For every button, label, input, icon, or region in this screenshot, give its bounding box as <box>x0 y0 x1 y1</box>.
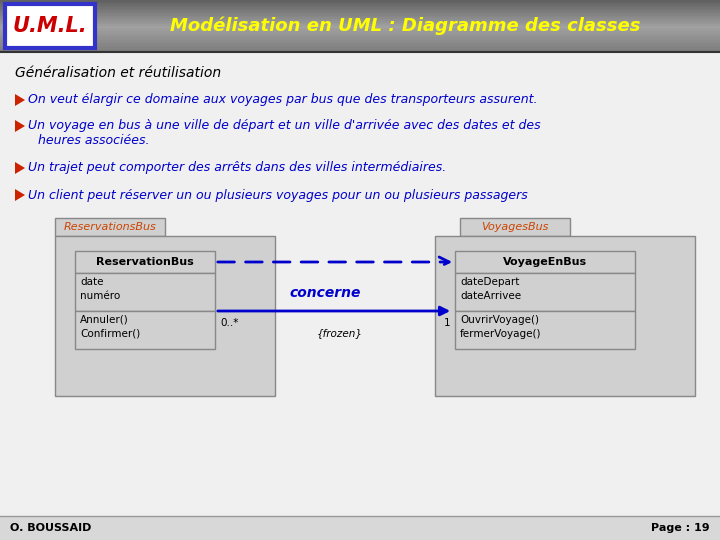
Bar <box>0 9 720 11</box>
Bar <box>0 36 720 39</box>
Text: U.M.L.: U.M.L. <box>13 16 87 36</box>
Bar <box>0 24 720 26</box>
Text: numéro: numéro <box>80 291 120 301</box>
Bar <box>0 2 720 4</box>
Text: Confirmer(): Confirmer() <box>80 329 140 339</box>
Text: dateArrivee: dateArrivee <box>460 291 521 301</box>
Bar <box>0 516 720 540</box>
Bar <box>75 311 215 349</box>
Bar <box>75 273 215 311</box>
Bar <box>455 273 635 311</box>
Bar <box>0 19 720 21</box>
Bar <box>5 4 95 48</box>
Text: 0..*: 0..* <box>220 318 238 328</box>
Bar <box>0 10 720 12</box>
Bar <box>55 236 275 396</box>
Bar <box>0 31 720 33</box>
Text: Page : 19: Page : 19 <box>652 523 710 533</box>
Bar <box>0 49 720 51</box>
Bar <box>0 5 720 8</box>
Bar <box>0 45 720 48</box>
Text: OuvrirVoyage(): OuvrirVoyage() <box>460 315 539 325</box>
Bar <box>0 47 720 49</box>
Bar <box>0 3 720 6</box>
Text: Modélisation en UML : Diagramme des classes: Modélisation en UML : Diagramme des clas… <box>170 17 640 35</box>
Text: VoyagesBus: VoyagesBus <box>481 222 549 232</box>
Bar <box>0 0 720 2</box>
Polygon shape <box>15 189 25 201</box>
Text: fermerVoyage(): fermerVoyage() <box>460 329 541 339</box>
Bar <box>0 38 720 40</box>
Bar <box>455 251 635 273</box>
Text: On veut élargir ce domaine aux voyages par bus que des transporteurs assurent.: On veut élargir ce domaine aux voyages p… <box>28 93 538 106</box>
Text: concerne: concerne <box>289 286 361 300</box>
Bar <box>0 43 720 45</box>
Bar <box>0 7 720 9</box>
Bar <box>460 218 570 236</box>
Text: VoyageEnBus: VoyageEnBus <box>503 257 587 267</box>
Bar <box>435 236 695 396</box>
Bar <box>0 40 720 42</box>
Text: O. BOUSSAID: O. BOUSSAID <box>10 523 91 533</box>
Bar <box>0 23 720 25</box>
Text: Généralisation et réutilisation: Généralisation et réutilisation <box>15 66 221 80</box>
Text: heures associées.: heures associées. <box>38 134 150 147</box>
Text: ReservationBus: ReservationBus <box>96 257 194 267</box>
Polygon shape <box>15 162 25 174</box>
Text: date: date <box>80 277 104 287</box>
Bar <box>0 26 720 28</box>
Bar <box>0 30 720 32</box>
Bar <box>0 42 720 44</box>
Text: Un voyage en bus à une ville de départ et un ville d'arrivée avec des dates et d: Un voyage en bus à une ville de départ e… <box>28 119 541 132</box>
Text: 1: 1 <box>444 318 450 328</box>
Bar <box>0 33 720 35</box>
Bar <box>455 311 635 349</box>
Bar <box>55 218 165 236</box>
Text: Annuler(): Annuler() <box>80 315 129 325</box>
Bar <box>0 17 720 19</box>
Bar <box>0 14 720 16</box>
Text: dateDepart: dateDepart <box>460 277 519 287</box>
Bar <box>0 12 720 15</box>
Bar <box>0 16 720 18</box>
Bar <box>0 21 720 23</box>
Bar <box>0 50 720 52</box>
Polygon shape <box>15 120 25 132</box>
Bar <box>75 251 215 273</box>
Bar <box>0 35 720 37</box>
Bar <box>0 28 720 30</box>
Text: {frozen}: {frozen} <box>317 328 363 338</box>
Text: ReservationsBus: ReservationsBus <box>63 222 156 232</box>
Text: Un client peut réserver un ou plusieurs voyages pour un ou plusieurs passagers: Un client peut réserver un ou plusieurs … <box>28 188 528 201</box>
Polygon shape <box>15 94 25 106</box>
Text: Un trajet peut comporter des arrêts dans des villes intermédiaires.: Un trajet peut comporter des arrêts dans… <box>28 161 446 174</box>
